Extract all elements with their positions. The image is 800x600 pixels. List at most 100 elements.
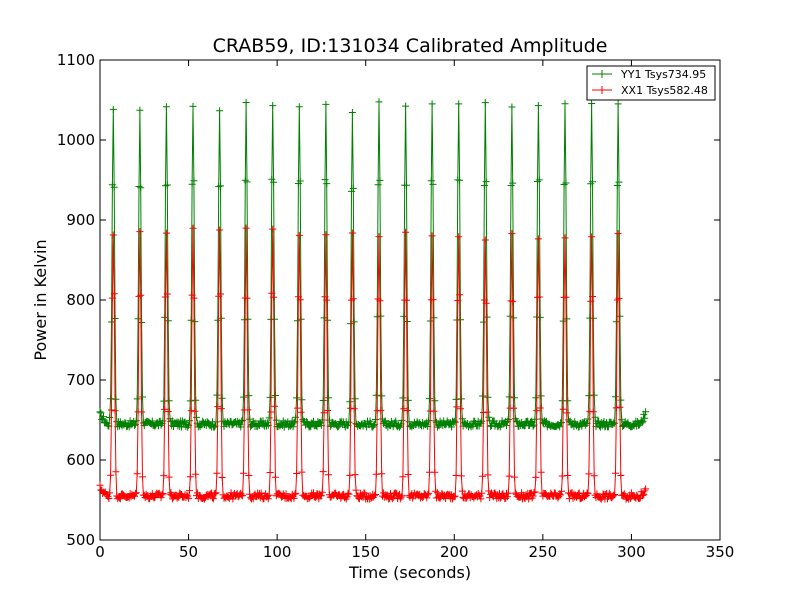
data-point <box>334 423 342 431</box>
data-point <box>162 103 170 111</box>
data-point <box>240 393 247 401</box>
y-tick-label: 800 <box>66 291 95 309</box>
data-point <box>558 419 565 427</box>
data-point <box>377 312 385 320</box>
data-point <box>613 182 621 189</box>
data-point <box>427 177 435 185</box>
data-point <box>266 393 274 401</box>
data-point <box>321 176 329 184</box>
data-point <box>186 487 193 495</box>
y-tick-label: 500 <box>66 531 95 549</box>
data-point <box>184 423 192 431</box>
data-point <box>532 473 540 481</box>
data-point <box>398 492 406 500</box>
data-point <box>615 178 623 186</box>
data-point <box>112 468 120 476</box>
data-point <box>535 293 543 301</box>
data-point <box>403 407 411 414</box>
data-point <box>189 102 197 110</box>
data-point <box>480 182 488 189</box>
data-point <box>451 418 459 426</box>
data-point <box>211 490 219 497</box>
data-point <box>270 293 278 301</box>
data-point <box>510 404 518 412</box>
data-point <box>352 486 360 494</box>
data-point <box>293 394 301 402</box>
data-point <box>351 395 359 403</box>
data-point <box>378 392 386 400</box>
data-point <box>361 489 369 497</box>
data-point <box>313 423 321 430</box>
data-point <box>638 419 646 427</box>
data-point <box>125 494 133 502</box>
data-point <box>317 492 325 500</box>
data-point <box>186 397 194 405</box>
data-point <box>584 415 592 423</box>
data-point <box>448 423 456 431</box>
legend-label-yy1: YY1 Tsys734.95 <box>620 68 706 81</box>
data-point <box>558 487 565 495</box>
data-point <box>563 409 571 417</box>
data-point <box>294 404 301 412</box>
data-point <box>455 233 463 241</box>
data-point <box>302 418 310 425</box>
data-point <box>432 487 440 495</box>
data-point <box>403 296 410 304</box>
data-point <box>148 417 156 425</box>
axis-ticks: 0 50 100 150 200 250 300 350 500 600 700 800 900 1000… <box>57 51 735 561</box>
data-point <box>505 472 513 480</box>
data-point <box>133 395 141 403</box>
data-point <box>107 471 115 479</box>
data-point <box>164 408 172 415</box>
data-point <box>481 99 489 107</box>
data-point <box>596 494 604 502</box>
y-tick-label: 1100 <box>57 51 95 69</box>
data-point <box>192 396 200 404</box>
data-point <box>132 489 140 497</box>
data-point <box>108 294 116 302</box>
data-point <box>165 397 173 405</box>
data-point <box>508 103 516 111</box>
data-point <box>271 402 278 410</box>
data-point <box>212 418 220 426</box>
legend-label-xx1: XX1 Tsys582.48 <box>621 84 708 97</box>
data-point <box>264 495 272 503</box>
data-point <box>346 471 354 479</box>
data-point <box>351 471 359 479</box>
data-point <box>430 407 438 415</box>
data-point <box>299 416 307 424</box>
data-point <box>294 293 302 301</box>
data-point <box>137 184 145 192</box>
data-point <box>639 491 647 499</box>
data-point <box>504 416 512 423</box>
data-point <box>375 98 383 106</box>
data-point <box>615 294 623 302</box>
data-point <box>617 396 625 404</box>
data-point <box>360 489 368 497</box>
data-point <box>374 181 382 189</box>
data-point <box>350 405 358 413</box>
data-point <box>589 293 596 300</box>
data-point <box>263 422 270 430</box>
data-point <box>190 177 198 185</box>
data-point <box>485 413 493 421</box>
data-point <box>213 469 221 477</box>
data-point <box>583 489 591 497</box>
data-point <box>405 418 413 426</box>
data-point <box>376 176 384 184</box>
data-point <box>307 423 315 431</box>
data-point <box>345 418 353 426</box>
data-point <box>537 468 545 476</box>
data-point <box>158 491 166 499</box>
data-point <box>457 405 464 413</box>
data-point <box>560 181 568 188</box>
data-point <box>429 180 437 188</box>
data-point <box>290 494 298 502</box>
data-point <box>425 489 433 497</box>
data-point <box>372 391 380 399</box>
data-point <box>534 102 542 110</box>
data-point <box>110 290 118 298</box>
data-point <box>269 225 277 233</box>
data-point <box>349 295 357 303</box>
y-tick-label: 900 <box>66 211 95 229</box>
